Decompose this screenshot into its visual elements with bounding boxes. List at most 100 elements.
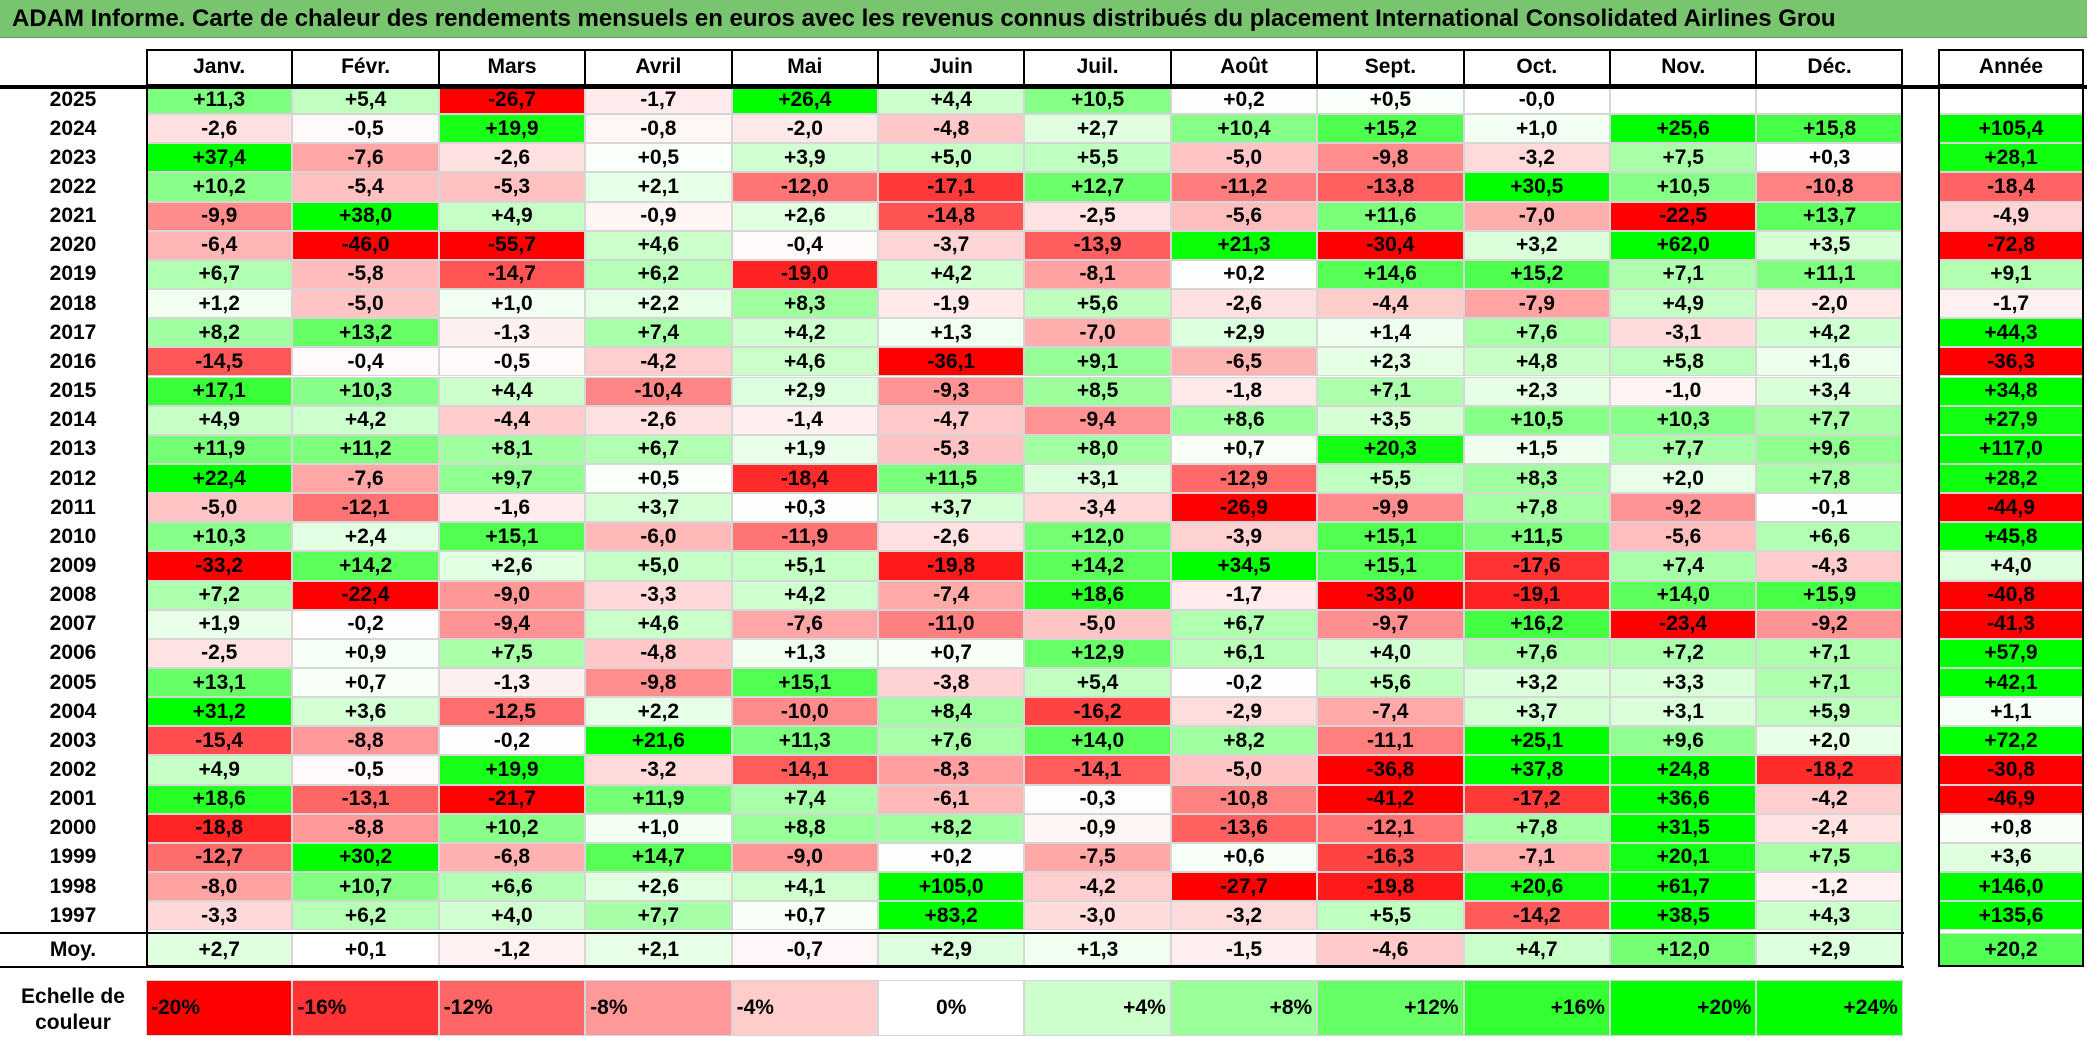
heatmap-cell: -6,4 xyxy=(146,230,293,260)
heatmap-cell: -55,7 xyxy=(438,230,586,260)
heatmap-cell: -4,2 xyxy=(1024,872,1171,902)
heatmap-cell: -2,5 xyxy=(146,638,293,668)
heatmap-cell: +11,5 xyxy=(878,463,1025,494)
heatmap-cell: -0,2 xyxy=(292,609,439,639)
heatmap-cell: -12,7 xyxy=(146,842,293,873)
heatmap-cell: +5,5 xyxy=(1317,463,1464,494)
column-header: Juil. xyxy=(1024,49,1171,85)
heatmap-cell: -11,1 xyxy=(1317,726,1464,756)
heatmap-cell: +8,6 xyxy=(1170,405,1318,435)
heatmap-cell: +7,4 xyxy=(1610,551,1757,581)
heatmap-cell: -1,9 xyxy=(878,289,1025,319)
year-total-cell: +1,1 xyxy=(1938,697,2084,727)
heatmap-cell: -7,0 xyxy=(1463,201,1610,231)
average-cell: +0,1 xyxy=(292,933,439,967)
heatmap-cell: +3,1 xyxy=(1024,463,1171,494)
heatmap-cell: +8,2 xyxy=(878,813,1025,843)
heatmap-cell: +15,1 xyxy=(731,668,878,698)
heatmap-cell: -4,7 xyxy=(878,405,1025,435)
heatmap-cell: -7,9 xyxy=(1463,289,1610,319)
heatmap-cell: -3,9 xyxy=(1170,522,1318,552)
heatmap-cell: +3,5 xyxy=(1756,230,1903,260)
heatmap-cell: +10,3 xyxy=(146,522,293,552)
heatmap-cell: +2,7 xyxy=(1024,114,1171,144)
heatmap-cell: -2,6 xyxy=(878,522,1025,552)
heatmap-cell: +1,3 xyxy=(731,638,878,668)
year-total-cell: -41,3 xyxy=(1938,609,2084,639)
heatmap-cell: +14,0 xyxy=(1024,726,1171,756)
heatmap-cell: +7,8 xyxy=(1463,493,1610,523)
color-scale-stop: +8% xyxy=(1170,980,1318,1036)
heatmap-cell: -5,0 xyxy=(146,493,293,523)
heatmap-cell: +15,9 xyxy=(1756,580,1903,610)
heatmap-cell: +0,2 xyxy=(1170,259,1318,290)
heatmap-cell: -26,9 xyxy=(1170,493,1318,523)
year-total-cell: +28,2 xyxy=(1938,463,2084,494)
heatmap-cell: -8,1 xyxy=(1024,259,1171,290)
heatmap-cell: -2,0 xyxy=(731,114,878,144)
heatmap-cell: -0,5 xyxy=(292,755,439,785)
average-cell: +2,9 xyxy=(878,933,1025,967)
heatmap-cell: +22,4 xyxy=(146,463,293,494)
heatmap-cell: -15,4 xyxy=(146,726,293,756)
column-header: Oct. xyxy=(1463,49,1610,85)
heatmap-cell: -3,3 xyxy=(585,580,732,610)
row-year-label: 2003 xyxy=(0,726,146,756)
heatmap-cell: +1,3 xyxy=(878,318,1025,348)
heatmap-cell: +14,0 xyxy=(1610,580,1757,610)
heatmap-cell: +15,2 xyxy=(1463,259,1610,290)
heatmap-cell: -9,8 xyxy=(1317,143,1464,173)
heatmap-cell: +7,4 xyxy=(731,784,878,814)
heatmap-cell: +26,4 xyxy=(731,85,878,115)
row-year-label: 2019 xyxy=(0,259,146,290)
average-top-rule xyxy=(0,932,1904,934)
year-total-cell: -40,8 xyxy=(1938,580,2084,610)
column-header: Mars xyxy=(438,49,586,85)
row-year-label: 1999 xyxy=(0,842,146,873)
row-year-label: 2010 xyxy=(0,522,146,552)
heatmap-cell: +13,7 xyxy=(1756,201,1903,231)
row-year-label: 2015 xyxy=(0,376,146,406)
heatmap-cell: -10,8 xyxy=(1170,784,1318,814)
heatmap-cell: -13,8 xyxy=(1317,172,1464,202)
heatmap-cell: +15,2 xyxy=(1317,114,1464,144)
heatmap-cell: -17,2 xyxy=(1463,784,1610,814)
heatmap-cell: -18,4 xyxy=(731,463,878,494)
heatmap-cell: -3,3 xyxy=(146,901,293,931)
heatmap-cell: -2,6 xyxy=(1170,289,1318,319)
heatmap-cell: +8,3 xyxy=(731,289,878,319)
heatmap-cell: +3,3 xyxy=(1610,668,1757,698)
heatmap-cell: -4,8 xyxy=(878,114,1025,144)
heatmap-cell: +15,1 xyxy=(1317,551,1464,581)
average-cell: +2,7 xyxy=(146,933,293,967)
heatmap-cell: +7,7 xyxy=(1610,434,1757,464)
heatmap-cell: -2,9 xyxy=(1170,697,1318,727)
row-year-label: 2014 xyxy=(0,405,146,435)
color-scale-stop: -16% xyxy=(292,980,439,1036)
row-year-label: 2004 xyxy=(0,697,146,727)
heatmap-cell: +6,7 xyxy=(585,434,732,464)
heatmap-cell: +14,2 xyxy=(1024,551,1171,581)
heatmap-cell: +1,5 xyxy=(1463,434,1610,464)
heatmap-cell: +5,0 xyxy=(878,143,1025,173)
heatmap-cell: -9,9 xyxy=(146,201,293,231)
heatmap-cell: +1,0 xyxy=(1463,114,1610,144)
heatmap-cell: +25,1 xyxy=(1463,726,1610,756)
heatmap-cell: +0,3 xyxy=(731,493,878,523)
heatmap-cell: +8,0 xyxy=(1024,434,1171,464)
heatmap-cell: +2,9 xyxy=(1170,318,1318,348)
heatmap-cell: +6,7 xyxy=(1170,609,1318,639)
heatmap-cell: +7,6 xyxy=(1463,638,1610,668)
heatmap-cell: +7,1 xyxy=(1610,259,1757,290)
heatmap-cell: -27,7 xyxy=(1170,872,1318,902)
heatmap-cell: +2,2 xyxy=(585,697,732,727)
heatmap-cell: -33,0 xyxy=(1317,580,1464,610)
heatmap-cell: +0,7 xyxy=(731,901,878,931)
heatmap-cell: -6,5 xyxy=(1170,347,1318,377)
heatmap-cell: -10,0 xyxy=(731,697,878,727)
heatmap-cell: +4,1 xyxy=(731,872,878,902)
year-total-cell: -46,9 xyxy=(1938,784,2084,814)
color-scale-label: Echelle de couleur xyxy=(21,985,125,1034)
heatmap-cell: +3,7 xyxy=(878,493,1025,523)
